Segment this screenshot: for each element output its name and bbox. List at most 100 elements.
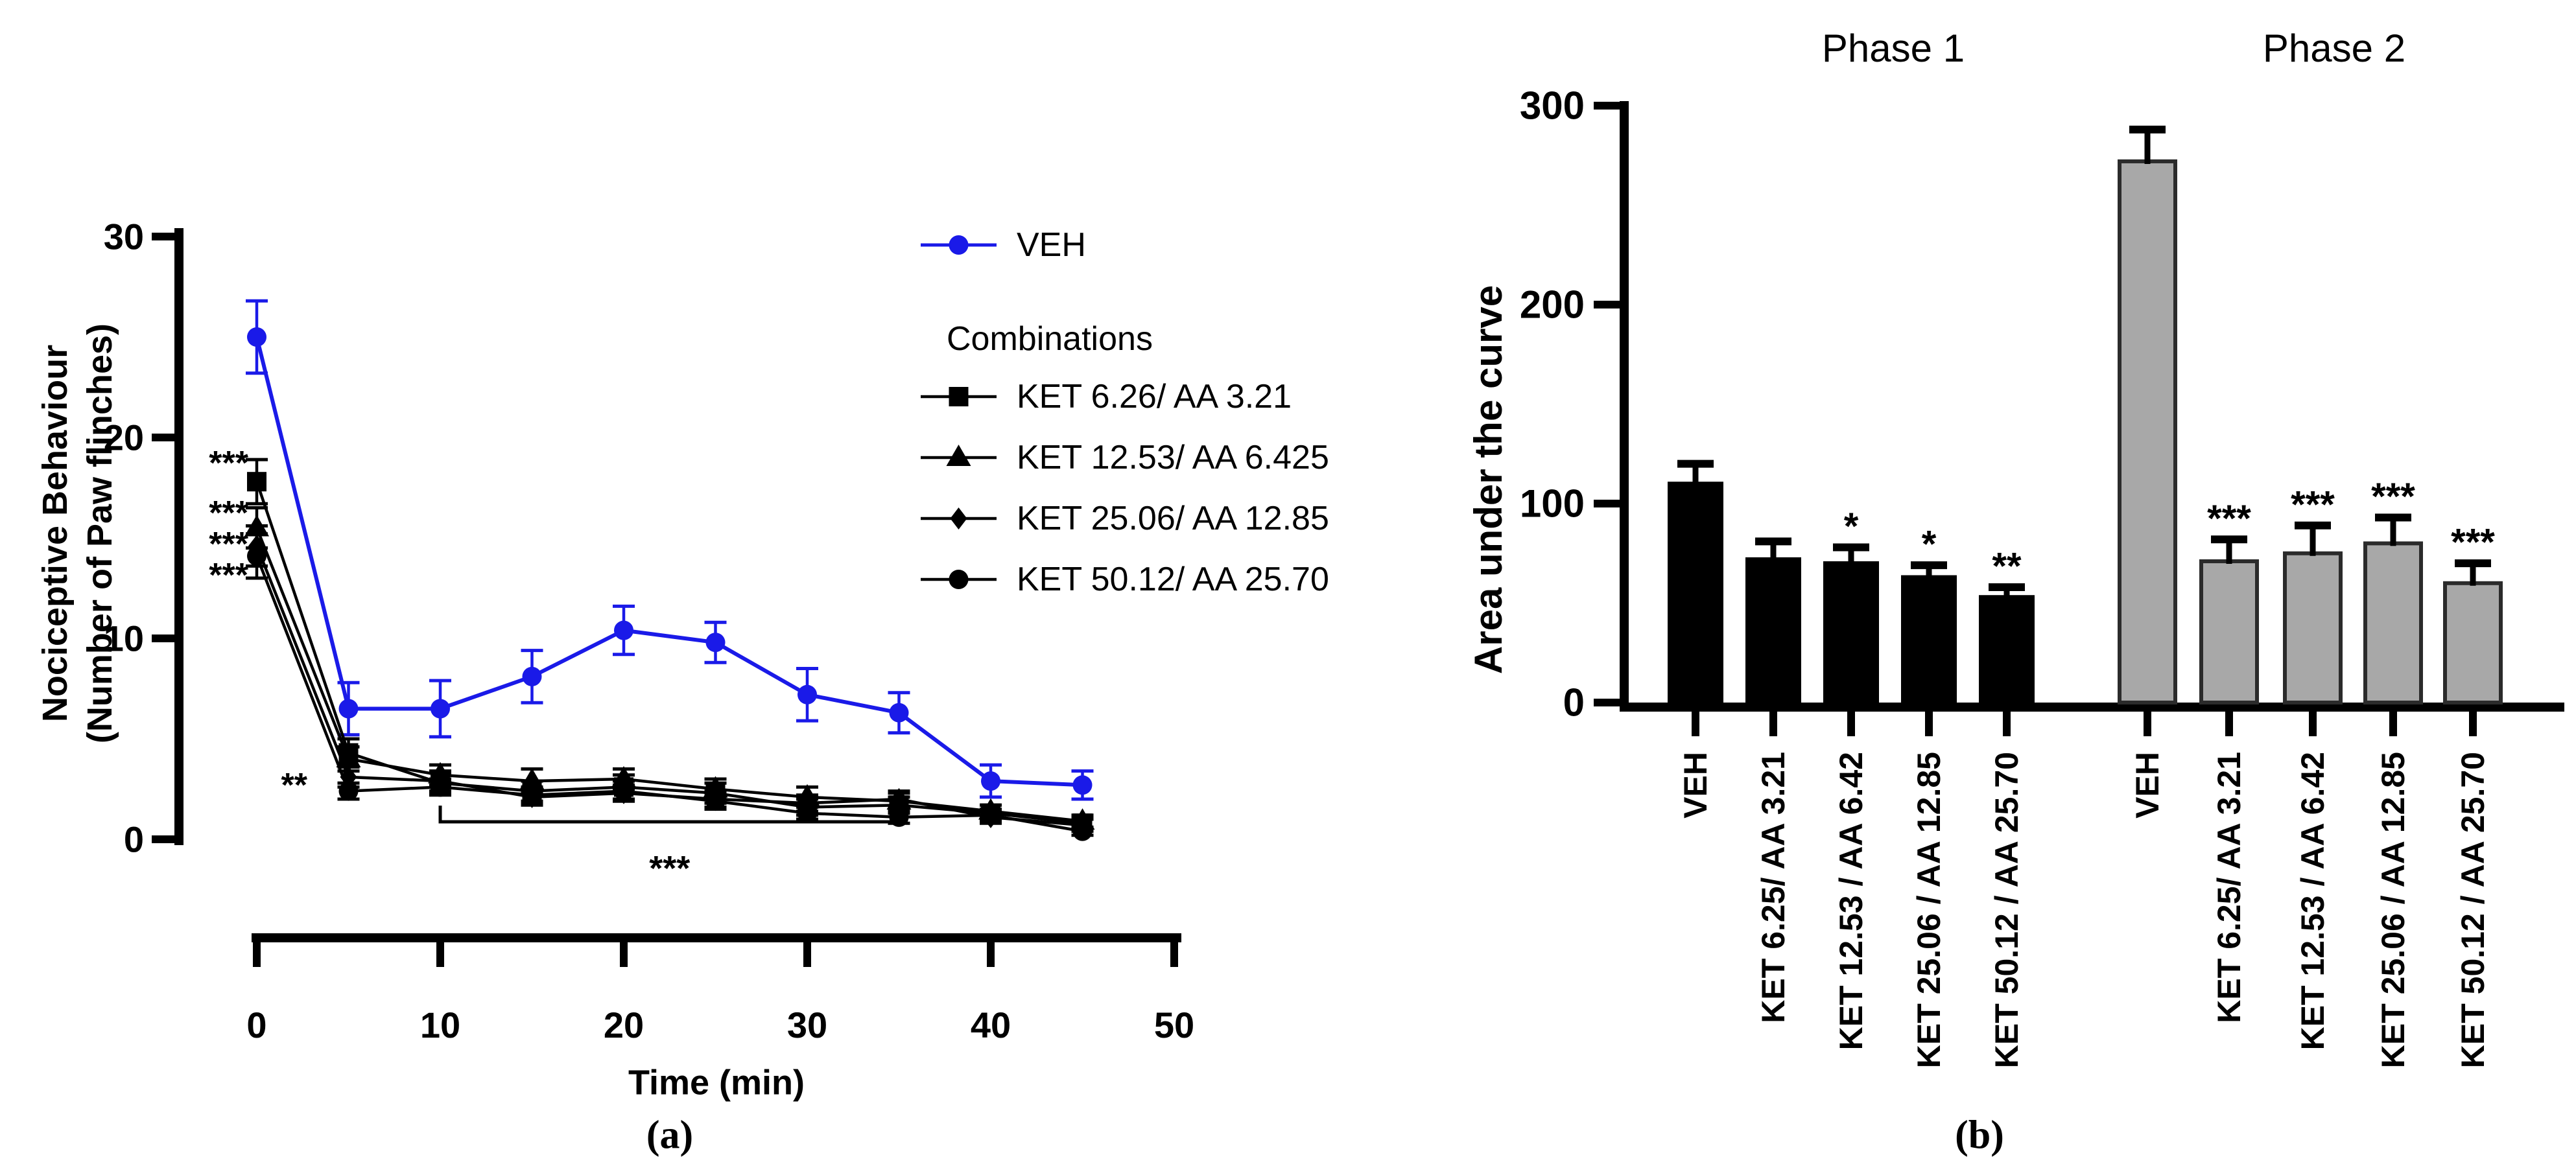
- sig-stars-t0: ***: [209, 445, 248, 482]
- series-ket-50-12-aa-25-70: [246, 532, 1094, 841]
- legend-group-label: Combinations: [947, 320, 1153, 358]
- data-point-ket-50-12-aa-25-70-t40: [981, 805, 1000, 825]
- panel-a-x-axis: [252, 933, 1181, 942]
- data-point-ket-50-12-aa-25-70-t25: [705, 791, 726, 811]
- panel-a-x-tick-label: 30: [787, 1005, 827, 1045]
- category-label-phase-2-ket-25-06-aa-12-85: KET 25.06 / AA 12.85: [2375, 752, 2411, 1068]
- legend: VEH Combinations KET 6.26/ AA 3.21 KET 12.5…: [921, 226, 1329, 598]
- data-point-veh-t35: [889, 703, 909, 723]
- panel-a-y-tick: [152, 634, 174, 642]
- phase-1-label: Phase 1: [1822, 27, 1965, 70]
- legend-item-label: KET 50.12/ AA 25.70: [1017, 561, 1329, 598]
- category-label-phase-1-ket-25-06-aa-12-85: KET 25.06 / AA 12.85: [1911, 752, 1947, 1068]
- panel-a-x-tick: [253, 942, 261, 967]
- panel-a-y-tick: [152, 434, 174, 441]
- panel-a-x-tick-label: 40: [971, 1005, 1011, 1045]
- data-point-veh-t20: [614, 620, 633, 640]
- series-ket-12-53-aa-6-425: [244, 506, 1095, 830]
- bars-phase-1: VEH KET 6.25/ AA 3.21 KET 12.53 / AA 6.42 *…: [1668, 460, 2035, 1068]
- panel-a-x-tick-label: 10: [420, 1005, 460, 1045]
- panel-b-x-tick: [2389, 712, 2397, 736]
- panel-a-y-title-line1: Nociceptive Behaviour: [36, 345, 75, 722]
- panel-a-y-tick-label: 20: [104, 417, 144, 458]
- bars-phase-2: VEH KET 6.25/ AA 3.21 *** KET 12.53 / AA 6.…: [2118, 125, 2503, 1068]
- sig-stars-phase-1-ket-50-12-aa-25-70: **: [1992, 545, 2022, 587]
- panel-a-x-tick-label: 0: [246, 1005, 266, 1045]
- legend-circle-marker-icon: [949, 570, 969, 589]
- data-point-ket-50-12-aa-25-70-t5: [338, 781, 359, 801]
- panel-a-x-tick: [436, 942, 444, 967]
- phase-2-label: Phase 2: [2263, 27, 2405, 70]
- panel-a-y-tick-label: 30: [104, 216, 144, 257]
- legend-item-label: KET 25.06/ AA 12.85: [1017, 500, 1329, 537]
- bar-phase-2-ket-25-06-aa-12-85: [2363, 541, 2423, 705]
- data-point-ket-6-26-aa-3-21-t0: [247, 472, 266, 492]
- data-point-ket-50-12-aa-25-70-t30: [798, 803, 817, 823]
- panel-a-y-tick: [152, 835, 174, 843]
- legend-item-label: KET 12.53/ AA 6.425: [1017, 439, 1329, 476]
- sig-stars-phase-2-ket-6-25-aa-3-21: ***: [2207, 498, 2251, 540]
- series-line: [255, 481, 1083, 825]
- panel-b-y-tick-label: 300: [1520, 84, 1585, 128]
- data-point-veh-t25: [705, 633, 726, 653]
- sig-stars-phase-1-ket-12-53-aa-6-42: *: [1844, 506, 1859, 548]
- bar-phase-2-ket-6-25-aa-3-21: [2199, 559, 2259, 705]
- panel-a-y-tick: [152, 233, 174, 240]
- bar-phase-1-ket-6-25-aa-3-21: [1745, 557, 1801, 703]
- panel-b-bar-chart: 300 200 100 0 Area under the curve Phase 1 Pha…: [1467, 27, 2564, 1068]
- panel-b-y-title: Area under the curve: [1467, 285, 1510, 674]
- sig-stars-phase-2-ket-25-06-aa-12-85: ***: [2371, 476, 2415, 518]
- sig-stars-bracket: ***: [649, 849, 690, 888]
- legend-triangle-marker-icon: [946, 445, 971, 466]
- data-point-ket-50-12-aa-25-70-t20: [614, 781, 633, 801]
- bar-phase-1-veh: [1668, 482, 1723, 703]
- sig-stars-phase-2-ket-12-53-aa-6-42: ***: [2291, 483, 2335, 526]
- sig-stars-t0: ***: [209, 495, 248, 532]
- bar-phase-2-ket-12-53-aa-6-42: [2283, 551, 2343, 704]
- sig-stars-t0: ***: [209, 557, 248, 594]
- sig-stars-phase-2-ket-50-12-aa-25-70: ***: [2451, 522, 2495, 564]
- panel-b-x-tick: [1925, 712, 1933, 736]
- legend-veh-marker-icon: [949, 235, 969, 255]
- series-line: [255, 555, 1083, 833]
- legend-diamond-marker-icon: [950, 507, 967, 530]
- panel-a-y-tick-label: 0: [124, 819, 144, 860]
- panel-b-x-tick: [2469, 712, 2477, 736]
- panel-b-y-tick: [1594, 102, 1620, 110]
- panel-b-x-tick: [2144, 712, 2151, 736]
- data-point-veh-t10: [431, 699, 450, 719]
- panel-a-y-axis: [174, 228, 183, 845]
- panel-b-label: (b): [1955, 1113, 2004, 1158]
- series-line: [255, 527, 1083, 823]
- sig-stars-phase-1-ket-25-06-aa-12-85: *: [1922, 524, 1937, 566]
- panel-b-x-tick: [1692, 712, 1699, 736]
- data-point-ket-50-12-aa-25-70-t15: [522, 785, 542, 805]
- category-label-phase-2-veh: VEH: [2129, 752, 2166, 819]
- panel-b-x-tick: [1847, 712, 1855, 736]
- panel-b-x-axis: [1620, 703, 2564, 712]
- bar-phase-2-ket-50-12-aa-25-70: [2443, 581, 2503, 704]
- panel-b-y-tick-label: 200: [1520, 283, 1585, 327]
- panel-a-x-tick-label: 50: [1154, 1005, 1194, 1045]
- panel-b-y-axis: [1620, 101, 1629, 712]
- data-point-veh-t0: [247, 327, 266, 347]
- category-label-phase-1-ket-6-25-aa-3-21: KET 6.25/ AA 3.21: [1755, 752, 1791, 1023]
- panel-a-label: (a): [646, 1113, 694, 1158]
- data-point-ket-25-06-aa-12-85-t35: [890, 788, 908, 810]
- legend-item-label: KET 6.26/ AA 3.21: [1017, 378, 1292, 415]
- series-line: [255, 336, 1083, 787]
- category-label-phase-2-ket-6-25-aa-3-21: KET 6.25/ AA 3.21: [2211, 752, 2247, 1023]
- panel-b-x-tick: [2309, 712, 2317, 736]
- data-point-veh-t15: [522, 666, 542, 686]
- legend-veh-label: VEH: [1017, 226, 1086, 264]
- panel-b-y-tick: [1594, 301, 1620, 308]
- bar-phase-1-ket-50-12-aa-25-70: [1979, 595, 2035, 703]
- data-point-veh-t5: [338, 699, 359, 719]
- panel-b-x-tick: [1769, 712, 1777, 736]
- panel-a-x-tick: [987, 942, 995, 967]
- panel-a-y-title-line2: (Number of Paw flinches): [80, 323, 119, 743]
- panel-b-x-tick: [2003, 712, 2011, 736]
- data-point-veh-t40: [981, 771, 1000, 791]
